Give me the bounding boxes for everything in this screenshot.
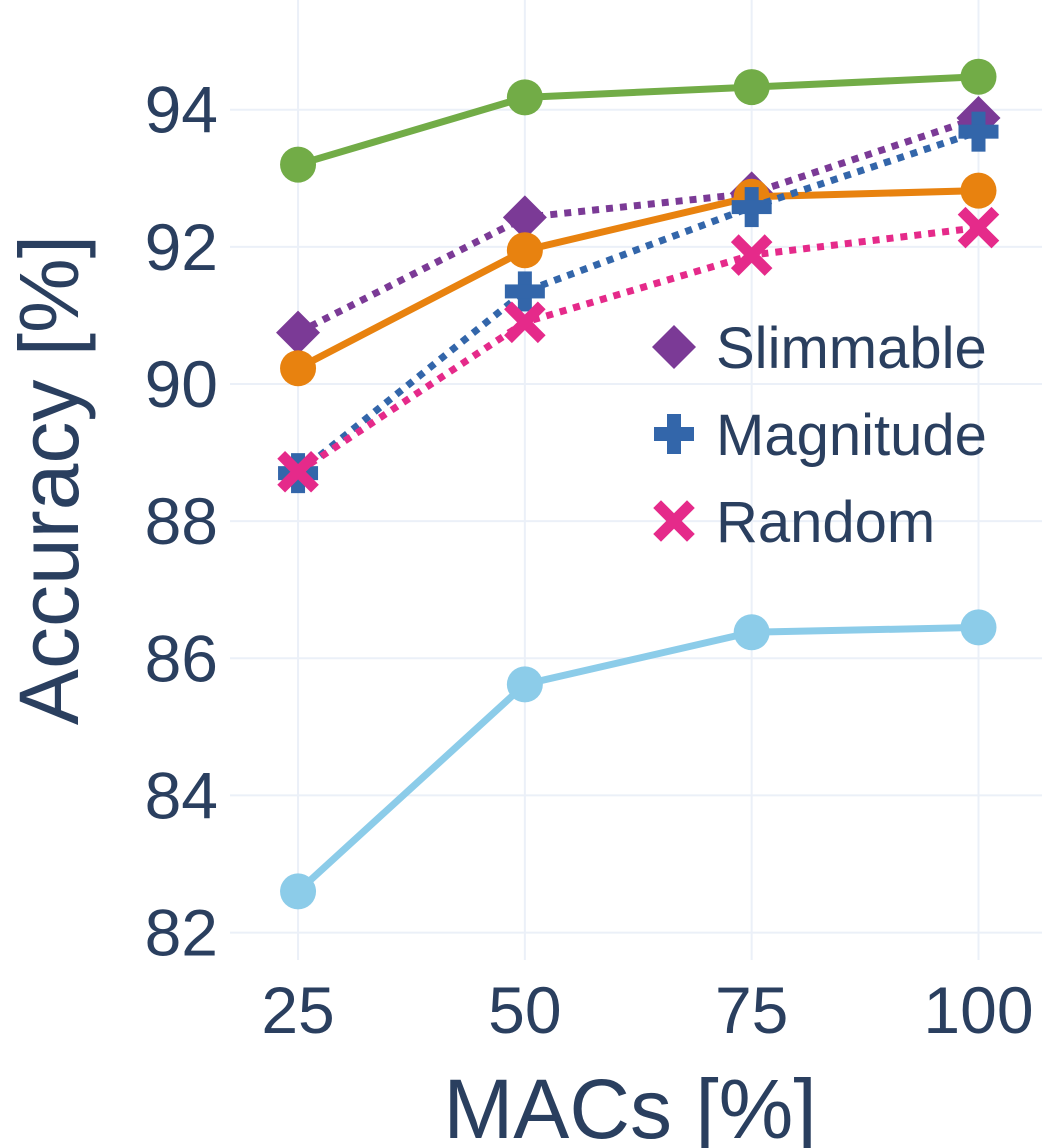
data-point bbox=[504, 301, 546, 344]
legend-label: Slimmable bbox=[716, 316, 987, 381]
data-point bbox=[280, 350, 317, 387]
data-point bbox=[506, 232, 543, 269]
data-point bbox=[280, 873, 317, 910]
legend: Slimmable Magnitude Random bbox=[652, 316, 987, 555]
data-point bbox=[733, 614, 770, 651]
data-point bbox=[506, 666, 543, 703]
legend-item: Slimmable bbox=[652, 316, 987, 381]
data-point bbox=[276, 310, 321, 355]
legend-marker bbox=[653, 500, 695, 542]
series-3 bbox=[278, 111, 999, 494]
y-tick-label: 90 bbox=[145, 347, 218, 421]
legend-marker bbox=[652, 325, 696, 369]
legend-marker bbox=[654, 414, 694, 454]
data-point bbox=[277, 450, 319, 493]
x-tick-label: 50 bbox=[488, 973, 561, 1047]
y-axis-title: Accuracy [%] bbox=[2, 235, 96, 725]
legend-item: Random bbox=[653, 490, 935, 555]
data-point bbox=[957, 206, 1000, 249]
series-line bbox=[295, 128, 980, 476]
legend-label: Magnitude bbox=[716, 403, 987, 468]
y-tick-label: 82 bbox=[145, 896, 218, 970]
series-0 bbox=[280, 58, 997, 183]
y-tick-label: 84 bbox=[145, 758, 218, 832]
x-axis-title: MACs [%] bbox=[443, 1062, 816, 1148]
data-point bbox=[506, 79, 543, 116]
data-point bbox=[504, 271, 545, 312]
data-point bbox=[958, 111, 999, 152]
y-tick-label: 92 bbox=[145, 210, 218, 284]
x-tick-label: 25 bbox=[261, 973, 334, 1047]
data-point bbox=[960, 58, 997, 95]
x-tick-label: 75 bbox=[715, 973, 788, 1047]
series-layer bbox=[276, 58, 1001, 910]
data-point bbox=[502, 195, 547, 240]
data-point bbox=[960, 609, 997, 646]
legend-label: Random bbox=[716, 490, 935, 555]
series-4 bbox=[277, 206, 1000, 493]
series-line bbox=[296, 224, 979, 475]
x-tick-label: 100 bbox=[923, 973, 1033, 1047]
x-axis-ticks: 25 50 75 100 bbox=[261, 973, 1033, 1047]
series-line bbox=[295, 623, 979, 895]
legend-item: Magnitude bbox=[654, 403, 987, 468]
data-point bbox=[731, 187, 772, 228]
series-line bbox=[296, 187, 979, 372]
data-point bbox=[280, 146, 317, 183]
y-axis-ticks: 82 84 86 88 90 92 94 bbox=[145, 73, 218, 970]
y-tick-label: 88 bbox=[145, 484, 218, 558]
y-tick-label: 86 bbox=[145, 621, 218, 695]
series-5 bbox=[280, 609, 997, 910]
data-point bbox=[960, 172, 997, 209]
series-line bbox=[296, 114, 980, 336]
data-point bbox=[733, 69, 770, 106]
y-tick-label: 94 bbox=[145, 73, 218, 147]
grid bbox=[230, 0, 1042, 960]
data-point bbox=[730, 234, 773, 276]
series-line bbox=[297, 73, 979, 168]
